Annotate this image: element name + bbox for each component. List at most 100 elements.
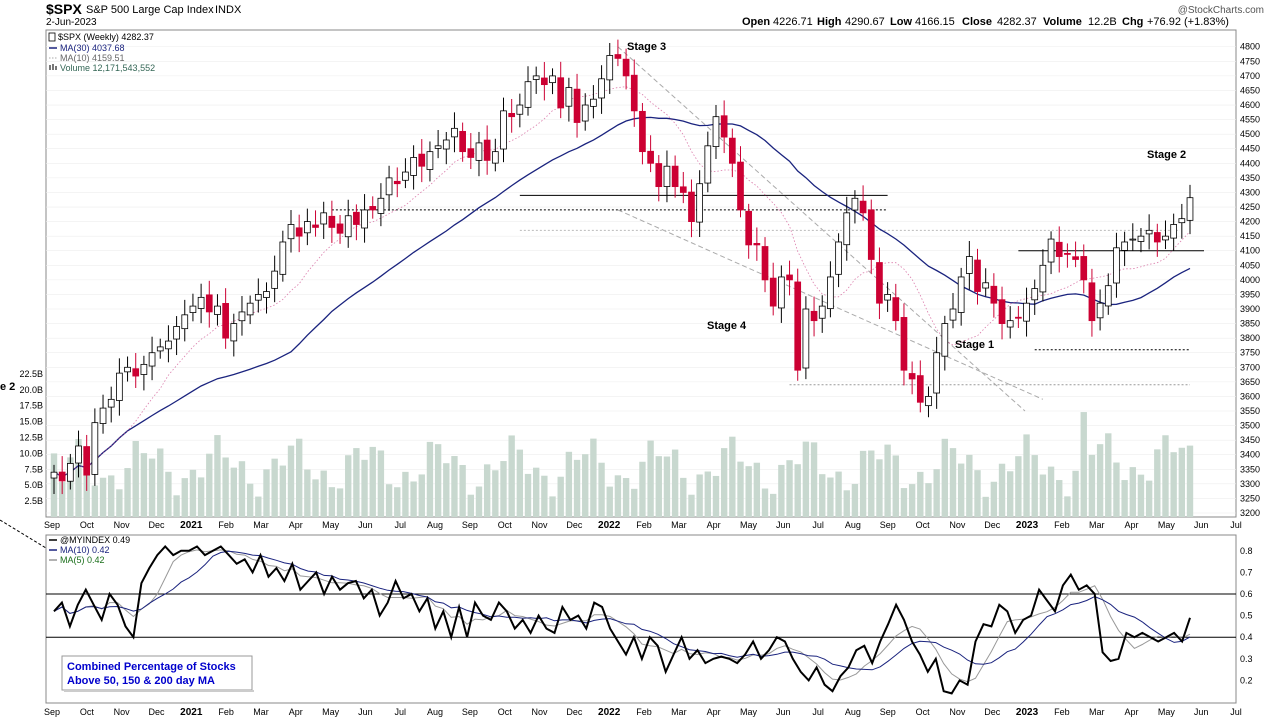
candle-body [67,463,74,482]
x-tick-label: Apr [707,707,721,717]
volume-bar [410,481,417,517]
main-legend: $SPX (Weekly) 4282.37 MA(30) 4037.68 MA(… [48,32,155,73]
candle-body [639,110,646,153]
candle [426,141,434,182]
candle-body [606,55,614,81]
candle [884,282,891,312]
candle [1129,223,1137,251]
price-tick-label: 4650 [1240,85,1260,95]
x-tick-label: Jul [812,707,824,717]
price-tick-label: 3500 [1240,421,1260,431]
index-ma10-line [53,550,1191,671]
candle [491,138,499,172]
volume-bar [859,450,867,517]
candle [949,293,957,329]
x-tick-label: Mar [671,520,687,530]
candle [500,97,507,163]
price-tick-label: 3700 [1240,362,1260,372]
info-box-line-1: Combined Percentage of Stocks [67,661,236,673]
volume-bar [214,435,221,517]
x-tick-label: Feb [218,707,234,717]
candle [630,59,638,127]
candle [982,268,990,297]
candle [1153,223,1161,257]
candle-body [385,177,393,196]
candle-body [91,422,99,475]
quote-open: 4226.71 [773,16,813,28]
quote-high: 4290.67 [845,16,885,28]
x-tick-label: 2022 [598,707,621,718]
candle-body [1162,235,1169,241]
candle-body [598,78,605,99]
candle [328,200,336,243]
candle-body [761,246,769,281]
volume-bar [925,483,932,517]
candle-body [990,285,998,304]
x-tick-label: Jun [776,707,791,717]
x-tick-label: Mar [253,520,269,530]
candle-body [1121,241,1128,251]
volume-bar [696,474,703,517]
candle [263,282,270,314]
volume-bar [295,438,303,517]
candle [590,85,597,119]
candle-body [867,209,875,260]
x-tick-label: Sep [44,520,60,530]
volume-bar [385,484,393,517]
ma10-line [53,86,1191,478]
candle [606,42,614,94]
candle-body [434,145,442,149]
volume-bar [255,496,262,517]
candle-body [140,363,148,375]
x-tick-label: Nov [949,520,966,530]
candle-body [1031,288,1039,301]
x-tick-label: Oct [498,707,513,717]
x-tick-label: May [740,520,758,530]
candle-body [508,112,516,118]
candle-body [778,276,785,309]
legend-myindex: @MYINDEX 0.49 [60,535,130,545]
x-tick-label: Sep [880,520,896,530]
candle [900,303,908,386]
price-tick-label: 4150 [1240,231,1260,241]
candle [116,358,123,416]
volume-bar [1031,455,1038,517]
candle [965,241,973,290]
volume-bar [868,450,875,517]
volume-bar [108,475,115,517]
price-tick-label: 4050 [1240,260,1260,270]
volume-bar [287,445,295,517]
candle [753,227,761,261]
volume-bar [1186,445,1194,517]
candle [132,353,140,388]
candle-body [851,197,859,211]
candle [1006,306,1014,339]
candle [1088,268,1096,337]
candle-body [630,74,638,112]
candle [1096,289,1104,331]
candle-body [1145,229,1153,235]
candle-body [565,87,573,107]
candle [851,190,859,224]
volume-tick-label: 2.5B [24,496,43,506]
volume-bar [900,488,908,517]
candle [287,210,295,253]
candle [1113,232,1120,298]
candle [1064,243,1071,268]
candle [304,208,311,246]
price-tick-label: 3350 [1240,464,1260,474]
price-tick-label: 3850 [1240,319,1260,329]
candle [1047,231,1055,275]
candle-body [737,161,744,211]
volume-bar [157,448,164,517]
volume-bar [1170,452,1177,517]
volume-bar [279,465,287,517]
volume-bar [1154,449,1161,517]
index-axis: 0.2 0.3 0.4 0.5 0.6 0.7 0.8 [1240,546,1253,686]
moving-average-lines [53,86,1191,478]
volume-bar [124,468,131,517]
price-tick-label: 3800 [1240,333,1260,343]
volume-bar [345,455,352,517]
volume-bar [582,454,589,517]
